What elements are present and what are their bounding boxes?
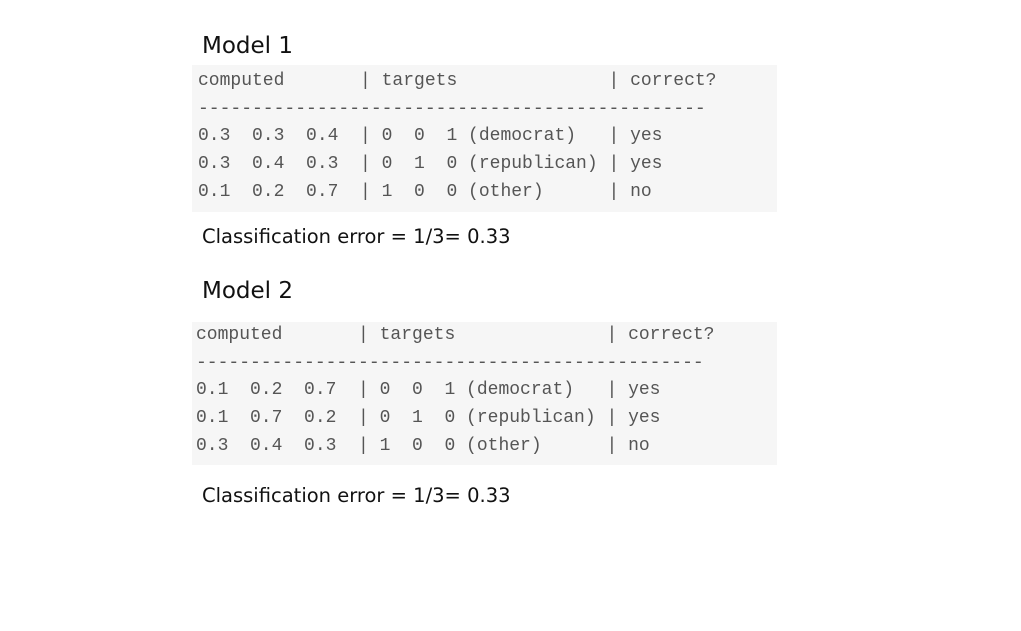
model-1-code-text: computed | targets | correct? ----------… <box>198 68 777 207</box>
model-1-title: Model 1 <box>202 33 294 59</box>
model-2-line-row-3: 0.3 0.4 0.3 | 1 0 0 (other) | no <box>196 435 650 456</box>
model-2-line-row-1: 0.1 0.2 0.7 | 0 0 1 (democrat) | yes <box>196 380 661 401</box>
model-2-line-divider: ----------------------------------------… <box>196 352 704 373</box>
model-2-title: Model 2 <box>202 278 294 304</box>
model-1-code-block: computed | targets | correct? ----------… <box>192 65 777 212</box>
model-2-classification-error: Classification error = 1/3= 0.33 <box>202 484 511 507</box>
model-1-classification-error: Classification error = 1/3= 0.33 <box>202 225 511 248</box>
model-2-code-block: computed | targets | correct? ----------… <box>192 322 777 465</box>
model-2-line-row-2: 0.1 0.7 0.2 | 0 1 0 (republican) | yes <box>196 408 661 429</box>
model-1-line-row-1: 0.3 0.3 0.4 | 0 0 1 (democrat) | yes <box>198 126 663 147</box>
model-1-line-header: computed | targets | correct? <box>198 71 717 91</box>
model-1-line-divider: ----------------------------------------… <box>198 98 706 119</box>
model-1-line-row-3: 0.1 0.2 0.7 | 1 0 0 (other) | no <box>198 181 652 202</box>
model-1-line-row-2: 0.3 0.4 0.3 | 0 1 0 (republican) | yes <box>198 154 663 175</box>
model-2-code-text: computed | targets | correct? ----------… <box>196 322 777 461</box>
model-2-line-header: computed | targets | correct? <box>196 325 715 345</box>
